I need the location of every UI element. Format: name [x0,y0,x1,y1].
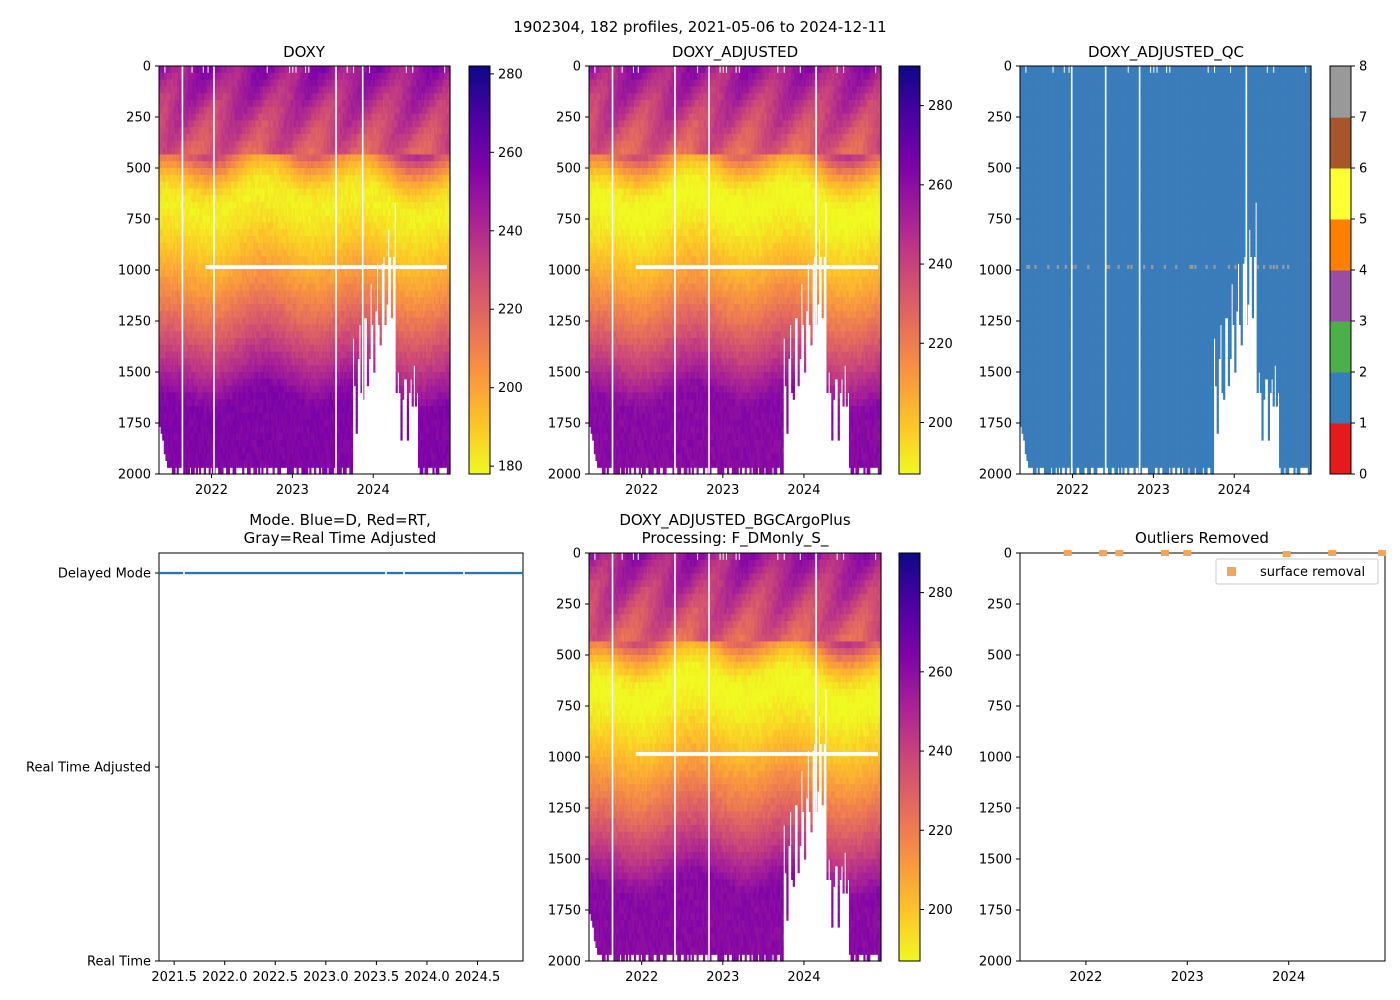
doxy-heatmap [159,66,451,475]
panel-doxy-title: DOXY [283,43,326,61]
figure: 1902304, 182 profiles, 2021-05-06 to 202… [0,0,1400,1000]
figure-suptitle: 1902304, 182 profiles, 2021-05-06 to 202… [513,18,886,36]
doxy-cell [162,66,164,73]
doxy-cell [177,467,179,474]
doxy-cell [173,467,175,474]
